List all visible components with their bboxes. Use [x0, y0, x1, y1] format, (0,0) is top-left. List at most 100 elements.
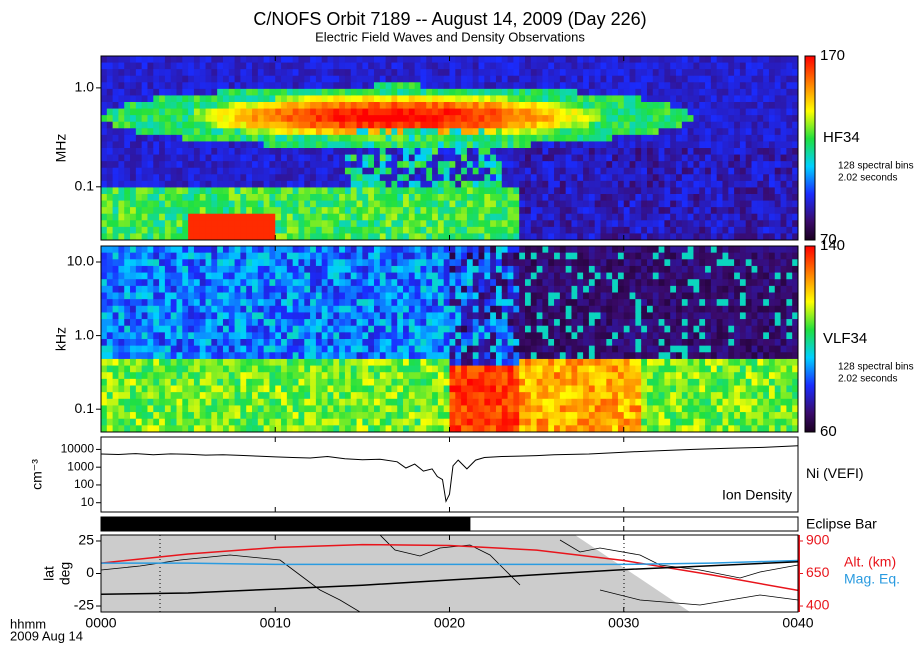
spectrogram-cell: [327, 285, 334, 293]
spectrogram-cell: [141, 128, 148, 136]
spectrogram-cell: [594, 187, 602, 195]
spectrogram-cell: [379, 246, 387, 254]
spectrogram-cell: [188, 259, 195, 267]
spectrogram-cell: [118, 115, 125, 123]
spectrogram-cell: [106, 154, 114, 162]
spectrogram-cell: [466, 141, 474, 149]
spectrogram-cell: [339, 345, 346, 353]
spectrogram-cell: [222, 174, 230, 182]
spectrogram-cell: [286, 352, 294, 360]
spectrogram-cell: [257, 292, 265, 300]
spectrogram-cell: [432, 200, 439, 208]
spectrogram-cell: [525, 167, 532, 175]
spectrogram-cell: [780, 194, 787, 202]
spectrogram-cell: [542, 108, 549, 116]
spectrogram-cell: [443, 82, 450, 90]
spectrogram-cell: [164, 325, 172, 333]
spectrogram-cell: [554, 141, 561, 149]
spectrogram-cell: [594, 200, 602, 208]
spectrogram-cell: [693, 220, 700, 228]
spectrogram-cell: [606, 161, 613, 169]
spectrogram-cell: [722, 115, 729, 123]
spectrogram-cell: [641, 95, 648, 103]
spectrogram-cell: [646, 174, 654, 182]
spectrogram-cell: [397, 161, 404, 169]
spectrogram-cell: [449, 194, 456, 202]
spectrogram-cell: [437, 134, 445, 142]
spectrogram-cell: [443, 233, 450, 241]
spectrogram-cell: [176, 180, 183, 188]
spectrogram-cell: [583, 174, 590, 182]
spectrogram-cell: [106, 358, 114, 367]
spectrogram-cell: [461, 56, 468, 64]
spectrogram-cell: [339, 167, 346, 175]
spectrogram-cell: [681, 134, 689, 142]
spectrogram-cell: [414, 69, 421, 77]
spectrogram-cell: [420, 332, 427, 340]
spectrogram-cell: [304, 358, 311, 367]
spectrogram-cell: [193, 69, 201, 77]
spectrogram-cell: [269, 167, 276, 175]
spectrogram-cell: [536, 226, 543, 234]
spectrogram-cell: [385, 272, 392, 280]
spectrogram-cell: [629, 187, 636, 195]
spectrogram-cell: [217, 121, 224, 129]
spectrogram-cell: [577, 213, 584, 221]
spectrogram-cell: [321, 161, 329, 169]
spectrogram-cell: [403, 392, 410, 400]
spectrogram-cell: [182, 82, 189, 90]
spectrogram-cell: [298, 82, 305, 90]
spectrogram-cell: [182, 88, 189, 96]
spectrogram-cell: [228, 154, 236, 162]
spectrogram-cell: [135, 115, 143, 123]
spectrogram-cell: [252, 82, 259, 90]
spectrogram-cell: [501, 121, 509, 129]
spectrogram-cell: [228, 345, 236, 353]
spectrogram-cell: [310, 265, 317, 274]
spectrogram-cell: [350, 154, 358, 162]
spectrogram-cell: [292, 325, 299, 333]
spectrogram-cell: [211, 167, 218, 175]
spectrogram-cell: [664, 233, 671, 241]
spectrogram-cell: [519, 207, 526, 215]
spectrogram-cell: [228, 180, 236, 188]
spectrogram-cell: [275, 345, 282, 353]
spectrogram-cell: [112, 226, 119, 234]
spectrogram-cell: [403, 312, 410, 320]
spectrogram-cell: [391, 412, 398, 420]
spectrogram-cell: [141, 292, 148, 300]
spectrogram-cell: [101, 405, 108, 413]
spectrogram-cell: [135, 187, 143, 195]
spectrogram-cell: [130, 292, 137, 300]
spectrogram-cell: [612, 75, 619, 83]
spectrogram-cell: [263, 405, 270, 413]
spectrogram-cell: [205, 108, 212, 116]
spectrogram-cell: [333, 154, 340, 162]
spectrogram-cell: [339, 115, 346, 123]
spectrogram-cell: [130, 392, 137, 400]
spectrogram-cell: [170, 405, 178, 413]
spectrogram-cell: [211, 69, 218, 77]
spectrogram-cell: [234, 161, 241, 169]
spectrogram-cell: [763, 174, 770, 182]
spectrogram-cell: [414, 148, 421, 156]
spectrogram-cell: [728, 174, 735, 182]
spectrogram-cell: [153, 246, 160, 254]
spectrogram-cell: [228, 312, 236, 320]
spectrogram-cell: [362, 299, 369, 307]
spectrogram-cell: [577, 115, 584, 123]
spectrogram-cell: [525, 194, 532, 202]
spectrogram-cell: [652, 200, 660, 208]
spectrogram-cell: [495, 102, 503, 110]
spectrogram-cell: [519, 141, 526, 149]
spectrogram-cell: [362, 358, 369, 367]
spectrogram-cell: [408, 134, 416, 142]
spectrogram-cell: [356, 102, 363, 110]
spectrogram-cell: [281, 312, 288, 320]
spectrogram-cell: [368, 352, 375, 360]
spectrogram-cell: [222, 226, 230, 234]
spectrogram-cell: [193, 128, 201, 136]
spectrogram-cell: [257, 213, 265, 221]
spectrogram-cell: [217, 352, 224, 360]
spectrogram-cell: [739, 194, 747, 202]
